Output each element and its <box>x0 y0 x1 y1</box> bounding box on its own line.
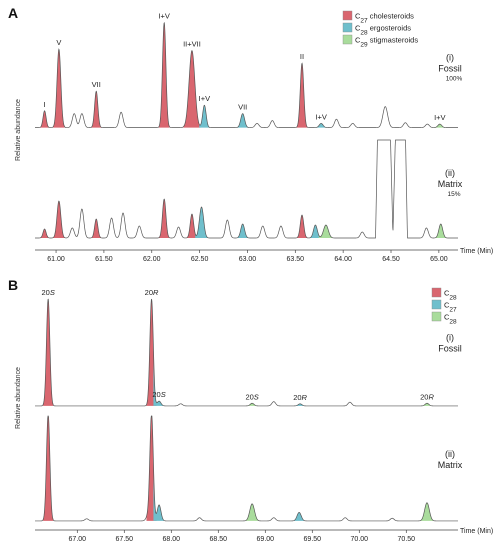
x-tick-label: 68.00 <box>163 536 181 543</box>
trace-number: (i) <box>446 53 454 63</box>
trace-number: (ii) <box>445 168 455 178</box>
trace-fossil: 20S 20R 20S 20S 20R 20R (i)Fossil <box>35 288 462 407</box>
x-tick-label: 70.50 <box>398 536 416 543</box>
x-tick-label: 62.50 <box>191 256 209 263</box>
trace-name: Fossil <box>438 64 462 74</box>
trace-note: 15% <box>447 191 460 198</box>
x-tick-label: 61.00 <box>47 256 65 263</box>
peak-label: V <box>56 38 61 47</box>
x-tick-label: 69.50 <box>304 536 322 543</box>
x-tick-label: 65.00 <box>430 256 448 263</box>
peak-label: 20R <box>420 392 434 401</box>
panel-label: A <box>8 5 18 21</box>
legend-swatch <box>342 34 353 45</box>
x-tick-label: 64.50 <box>382 256 400 263</box>
peak-label: II <box>300 52 304 61</box>
peak-label: II+VII <box>183 40 201 49</box>
trace-note: 100% <box>446 76 463 83</box>
legend-swatch <box>342 22 353 33</box>
x-tick-label: 67.00 <box>69 536 87 543</box>
x-tick-label: 67.50 <box>116 536 134 543</box>
legend-swatch <box>431 299 442 310</box>
legend-swatch <box>431 311 442 322</box>
x-tick-label: 64.00 <box>334 256 352 263</box>
legend-label: C29 stigmasteroids <box>355 36 418 49</box>
legend-swatch <box>431 287 442 298</box>
peak-label: I <box>44 100 46 109</box>
x-tick-label: 63.00 <box>239 256 257 263</box>
x-tick-label: 62.00 <box>143 256 161 263</box>
peak-fill <box>153 462 165 521</box>
x-tick-label: 69.00 <box>257 536 275 543</box>
trace-line <box>35 415 458 522</box>
peak-label: 20R <box>293 393 307 402</box>
peak-label: 20S <box>41 288 54 297</box>
peak-label: I+V <box>315 112 326 121</box>
peak-fill <box>183 50 201 128</box>
trace-matrix: (ii)Matrix <box>35 415 463 522</box>
panel-b: B Relative abundance 67.00 67.50 68.00 68.50 6… <box>8 277 493 543</box>
trace-matrix: (ii)Matrix 15% <box>35 139 463 239</box>
y-axis-label: Relative abundance <box>15 367 22 429</box>
legend-label: C27 <box>444 301 457 314</box>
x-axis-label: Time (Min) <box>460 528 493 535</box>
trace-name: Fossil <box>438 344 462 354</box>
peak-label: VII <box>92 80 101 89</box>
peak-label: 20R <box>145 288 159 297</box>
peak-fill <box>245 503 260 521</box>
panel-label: B <box>8 277 18 293</box>
peak-fill <box>318 225 334 238</box>
peak-label: I+V <box>434 113 445 122</box>
legend-swatch <box>342 10 353 21</box>
trace-number: (i) <box>446 333 454 343</box>
trace-fossil: I V VII I+V II+VII I+V VII II I+V I+V (i)Fossil 100… <box>35 12 463 128</box>
y-axis-label: Relative abundance <box>15 99 22 161</box>
legend-label: C28 ergosteroids <box>355 24 411 37</box>
x-tick-label: 68.50 <box>210 536 228 543</box>
peak-label: I+V <box>199 94 210 103</box>
trace-line <box>35 22 458 128</box>
panel-a: A Relative abundance 61.00 61.50 62.00 62.50 6… <box>8 5 493 263</box>
x-tick-label: 61.50 <box>95 256 113 263</box>
peak-label: 20S <box>245 392 258 401</box>
x-axis-label: Time (Min) <box>460 248 493 255</box>
legend-label: C28 <box>444 289 457 302</box>
peak-label: I+V <box>158 12 169 21</box>
trace-line <box>35 298 458 407</box>
x-tick-label: 63.50 <box>287 256 305 263</box>
trace-name: Matrix <box>438 460 463 470</box>
legend-label: C27 cholesteroids <box>355 12 414 25</box>
trace-number: (ii) <box>445 449 455 459</box>
trace-name: Matrix <box>438 179 463 189</box>
x-tick-label: 70.00 <box>351 536 369 543</box>
peak-fill <box>419 502 435 521</box>
peak-label: VII <box>238 103 247 112</box>
peak-fill <box>153 348 165 406</box>
trace-line <box>35 139 458 239</box>
peak-label: 20S <box>152 390 165 399</box>
legend-label: C28 <box>444 313 457 326</box>
